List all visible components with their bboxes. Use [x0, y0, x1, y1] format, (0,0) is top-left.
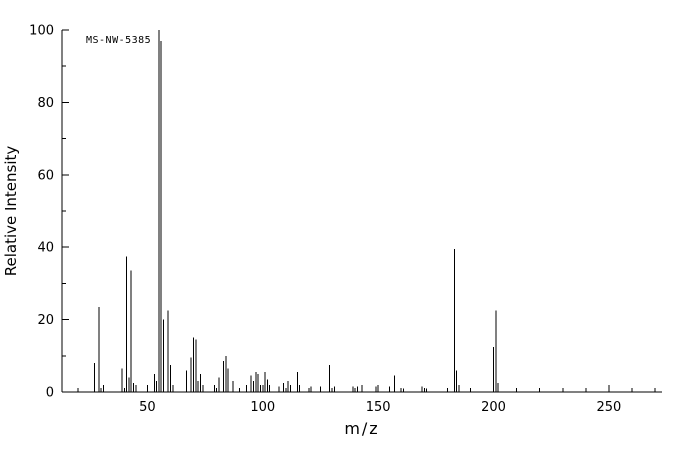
y-axis-label: Relative Intensity	[2, 146, 20, 277]
x-tick-label: 200	[481, 400, 506, 415]
ticks	[62, 29, 656, 393]
tick-labels: 50 100 150 200 250 0 20 40 60 80 100	[29, 24, 621, 416]
spectrum-id-label: MS-NW-5385	[86, 35, 151, 46]
axes	[61, 30, 662, 393]
x-tick-label: 100	[250, 400, 275, 415]
y-tick-label: 100	[29, 24, 54, 39]
x-tick-label: 250	[597, 400, 622, 415]
y-tick-label: 60	[37, 168, 54, 183]
x-tick-label: 150	[366, 400, 391, 415]
x-axis-label: m/z	[344, 419, 379, 438]
y-tick-label: 40	[37, 241, 54, 256]
y-tick-label: 20	[37, 313, 54, 328]
plot-area: 50 100 150 200 250 0 20 40 60 80 100	[29, 24, 662, 416]
x-tick-label: 50	[139, 400, 156, 415]
peaks	[93, 30, 499, 392]
y-tick-label: 0	[46, 386, 54, 401]
y-tick-label: 80	[37, 96, 54, 111]
